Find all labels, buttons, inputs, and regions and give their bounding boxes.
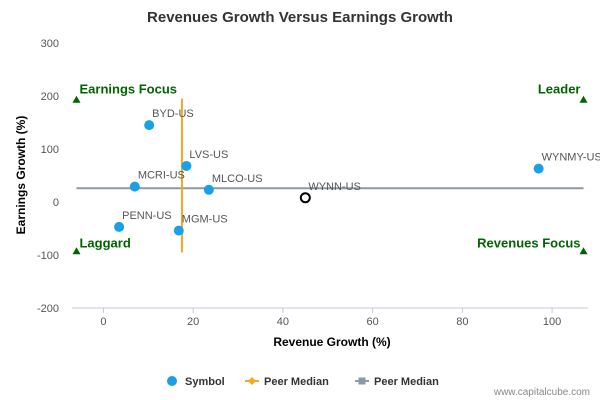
y-tick-label: 0 bbox=[53, 197, 59, 209]
data-point[interactable] bbox=[114, 221, 125, 232]
legend: Symbol Peer Median Peer Median bbox=[167, 376, 439, 388]
axes: 0 20 40 60 80 100 -200 -100 0 100 200 300 bbox=[37, 38, 588, 328]
x-tick-label: 0 bbox=[100, 316, 106, 328]
y-tick-label: -100 bbox=[37, 250, 59, 262]
data-point-label: LVS-US bbox=[189, 149, 228, 161]
data-point[interactable] bbox=[533, 163, 544, 174]
x-axis-title: Revenue Growth (%) bbox=[273, 335, 390, 349]
data-point-label: BYD-US bbox=[152, 108, 194, 120]
data-point[interactable] bbox=[203, 184, 214, 195]
legend-diamond-icon bbox=[248, 377, 256, 385]
quadrant-markers: Earnings Focus Leader Laggard Revenues Focu… bbox=[72, 82, 588, 255]
data-point-highlight[interactable] bbox=[299, 192, 311, 204]
data-point-label: WYNMY-US bbox=[542, 152, 600, 164]
data-point-label: PENN-US bbox=[122, 210, 172, 222]
data-point[interactable] bbox=[173, 225, 184, 236]
quadrant-triangle-marker bbox=[579, 95, 588, 103]
data-points: BYD-US LVS-US MCRI-US MLCO-US WYNMY-US WYNN-U… bbox=[114, 108, 600, 236]
quadrant-triangle-marker bbox=[72, 95, 81, 103]
y-tick-label: -200 bbox=[37, 303, 59, 315]
quadrant-label: Leader bbox=[538, 82, 581, 97]
quadrant-triangle-marker bbox=[579, 247, 588, 255]
x-tick-label: 100 bbox=[543, 316, 561, 328]
data-point-label: MLCO-US bbox=[212, 173, 263, 185]
quadrant-triangle-marker bbox=[72, 247, 81, 255]
quadrant-label: Earnings Focus bbox=[79, 82, 177, 97]
legend-label: Symbol bbox=[185, 376, 225, 388]
y-tick-label: 200 bbox=[41, 91, 59, 103]
quadrant-label: Revenues Focus bbox=[477, 235, 580, 250]
legend-label: Peer Median bbox=[264, 376, 329, 388]
y-tick-label: 100 bbox=[41, 144, 59, 156]
legend-item[interactable]: Peer Median bbox=[355, 376, 439, 388]
data-point[interactable] bbox=[181, 160, 192, 171]
credit-text: www.capitalcube.com bbox=[493, 387, 590, 398]
data-point[interactable] bbox=[129, 181, 140, 192]
x-tick-label: 20 bbox=[187, 316, 199, 328]
quadrant-label: Laggard bbox=[79, 235, 130, 250]
legend-circle-icon bbox=[167, 376, 177, 386]
legend-item[interactable]: Symbol bbox=[167, 376, 225, 388]
x-tick-label: 60 bbox=[367, 316, 379, 328]
legend-label: Peer Median bbox=[374, 376, 439, 388]
data-point-label: MCRI-US bbox=[138, 170, 185, 182]
x-tick-label: 40 bbox=[277, 316, 289, 328]
data-point-label: MGM-US bbox=[182, 214, 228, 226]
legend-square-icon bbox=[358, 377, 366, 385]
x-tick-label: 80 bbox=[456, 316, 468, 328]
y-tick-label: 300 bbox=[41, 38, 59, 50]
legend-item[interactable]: Peer Median bbox=[245, 376, 329, 388]
y-axis-title: Earnings Growth (%) bbox=[14, 116, 28, 235]
chart-title: Revenues Growth Versus Earnings Growth bbox=[147, 9, 453, 26]
data-point-label: WYNN-US bbox=[308, 181, 361, 193]
data-point[interactable] bbox=[144, 120, 155, 131]
